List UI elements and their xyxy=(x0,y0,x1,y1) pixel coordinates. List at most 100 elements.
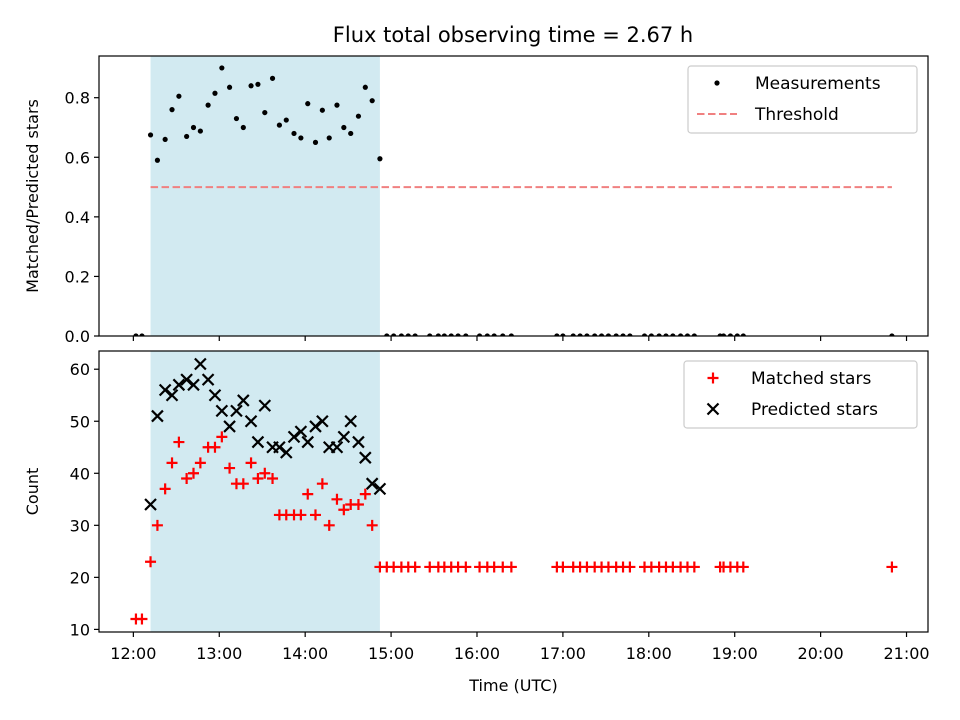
predicted-point xyxy=(172,378,186,392)
measurement-point xyxy=(334,102,340,108)
xtick-label: 21:00 xyxy=(883,644,929,663)
measurement-point xyxy=(554,333,560,336)
measurement-point xyxy=(677,333,684,336)
matched-point xyxy=(166,457,178,469)
predicted-point xyxy=(301,435,315,449)
top-ylabel: Matched/Predicted stars xyxy=(23,99,42,293)
measurement-point xyxy=(298,135,304,141)
measurement-point xyxy=(613,333,619,336)
predicted-point xyxy=(215,404,229,418)
matched-point xyxy=(295,509,307,521)
measurement-point xyxy=(584,333,590,336)
predicted-point xyxy=(344,414,357,428)
measurement-point xyxy=(184,133,190,140)
measurement-point xyxy=(147,132,154,138)
measurement-point xyxy=(463,333,469,336)
measurement-point xyxy=(727,333,734,336)
top-ytick-label: 0.2 xyxy=(65,267,90,286)
bottom-legend: Matched stars Predicted stars xyxy=(683,360,918,429)
measurement-point xyxy=(627,333,633,336)
top-axes-frame xyxy=(98,55,929,337)
measurement-point xyxy=(276,122,283,128)
bottom-series-0 xyxy=(130,431,898,625)
measurement-point xyxy=(427,333,433,336)
measurement-point xyxy=(133,333,139,336)
predicted-point xyxy=(251,435,265,449)
bottom-axes-frame xyxy=(98,350,929,633)
measurement-point xyxy=(219,65,225,71)
predicted-point xyxy=(258,399,272,412)
measurement-point xyxy=(197,128,203,134)
matched-point xyxy=(145,556,157,568)
measurement-point xyxy=(398,333,404,336)
matched-point xyxy=(737,561,749,573)
bottom-ytick-label: 40 xyxy=(70,464,90,483)
matched-point xyxy=(224,462,236,474)
measurement-point xyxy=(691,333,697,336)
measurement-point xyxy=(291,130,297,137)
top-panel: 0.0 0.2 0.4 0.6 0.8 Matched/Predicted stars Me… xyxy=(23,55,929,346)
measurement-point xyxy=(441,333,447,336)
predicted-point xyxy=(373,482,387,496)
bottom-ytick-label: 60 xyxy=(70,360,90,379)
measurement-point xyxy=(889,333,895,336)
bottom-ytick-label: 20 xyxy=(70,568,90,587)
measurement-point xyxy=(384,333,390,336)
measurement-point xyxy=(391,333,397,336)
predicted-point xyxy=(237,394,250,407)
measurement-point xyxy=(656,333,662,336)
measurement-point xyxy=(162,136,168,143)
measurement-point xyxy=(255,81,261,87)
measurement-point xyxy=(205,102,211,108)
matched-point xyxy=(209,441,221,453)
measurement-point xyxy=(269,75,276,81)
matched-point xyxy=(316,478,328,490)
predicted-point xyxy=(201,373,215,386)
bottom-ytick-label: 10 xyxy=(70,620,90,639)
xtick-label: 16:00 xyxy=(454,644,500,663)
matched-point xyxy=(173,436,185,448)
bottom-legend-box xyxy=(683,360,918,429)
measurement-point xyxy=(248,83,254,89)
measurement-point xyxy=(377,156,383,162)
predicted-point xyxy=(223,420,236,433)
measurement-point xyxy=(226,84,233,90)
measurement-point xyxy=(500,333,506,336)
matched-point xyxy=(267,472,279,484)
measurement-point xyxy=(319,107,325,113)
predicted-point xyxy=(287,430,301,444)
predicted-point xyxy=(279,446,293,459)
matched-point xyxy=(237,478,249,490)
measurement-point xyxy=(620,333,626,336)
measurement-point xyxy=(734,333,740,336)
measurement-point xyxy=(491,333,497,336)
measurement-point xyxy=(212,90,218,96)
measurement-point xyxy=(684,333,691,336)
matched-point xyxy=(187,467,199,479)
predicted-point xyxy=(352,435,365,449)
matched-point xyxy=(352,499,364,511)
measurement-point xyxy=(435,333,441,336)
matched-point xyxy=(151,519,163,531)
measurement-point xyxy=(648,333,654,336)
top-ytick-label: 0.0 xyxy=(65,327,90,346)
measurement-point xyxy=(663,333,669,336)
measurement-point xyxy=(369,98,375,104)
measurement-point xyxy=(405,333,411,336)
predicted-point xyxy=(309,420,322,433)
measurement-point xyxy=(154,157,161,163)
predicted-point xyxy=(359,451,372,464)
predicted-point xyxy=(151,409,164,423)
matched-point xyxy=(323,519,335,531)
legend-measurement-marker xyxy=(714,80,720,86)
predicted-point xyxy=(187,378,200,392)
measurement-point xyxy=(720,333,727,336)
xlabel: Time (UTC) xyxy=(468,676,557,695)
predicted-point xyxy=(365,477,379,490)
measurement-point xyxy=(412,333,418,336)
measurement-point xyxy=(592,333,598,336)
xtick-label: 18:00 xyxy=(626,644,672,663)
measurement-point xyxy=(362,84,368,90)
top-ytick-label: 0.6 xyxy=(65,148,90,167)
